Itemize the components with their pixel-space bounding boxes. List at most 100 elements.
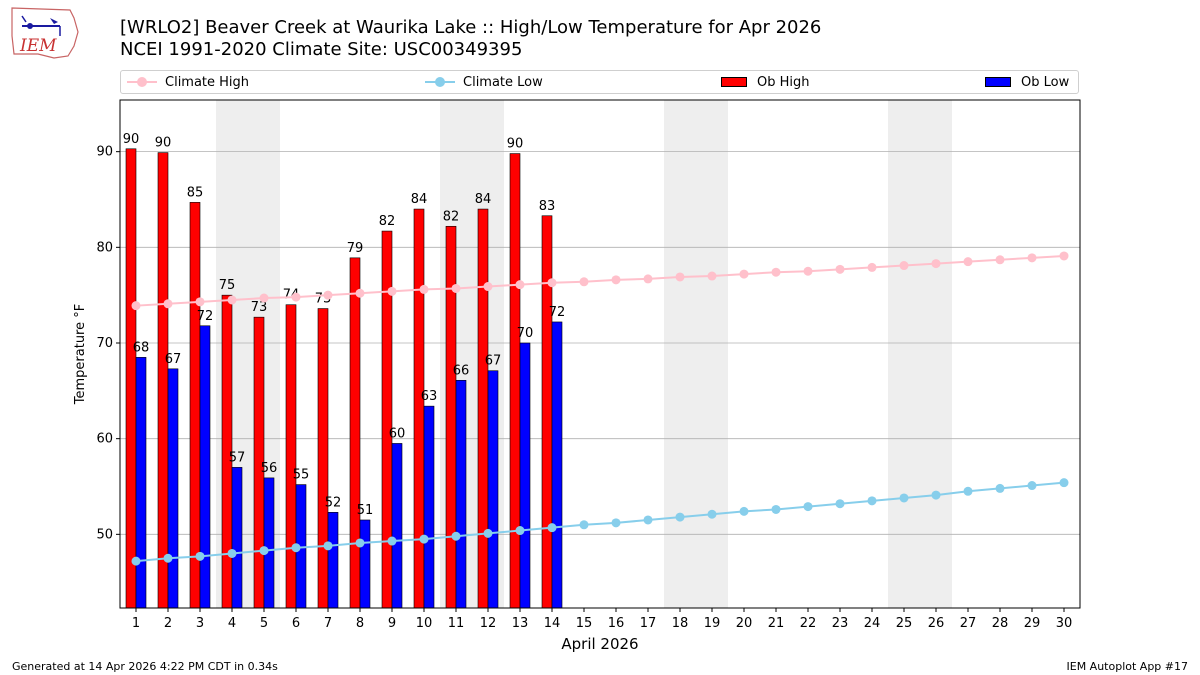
climate-high-point-day-8 xyxy=(355,288,365,298)
climate-high-point-day-14 xyxy=(547,278,557,288)
weekend-shade-19 xyxy=(696,100,728,608)
climate-low-point-day-1 xyxy=(131,556,141,566)
climate-high-point-day-29 xyxy=(1027,253,1037,263)
climate-low-point-day-8 xyxy=(355,538,365,548)
ob-low-label-day-12: 67 xyxy=(485,354,502,369)
climate-high-point-day-19 xyxy=(707,271,717,281)
ob-high-label-day-5: 73 xyxy=(251,300,268,315)
climate-high-point-day-21 xyxy=(771,267,781,277)
ob-high-label-day-13: 90 xyxy=(507,137,524,152)
climate-low-point-day-16 xyxy=(611,518,621,528)
ob-low-bar-day-1 xyxy=(135,357,147,609)
logo-text: IEM xyxy=(19,36,57,56)
climate-high-point-day-2 xyxy=(163,299,173,309)
climate-low-point-day-3 xyxy=(195,551,205,561)
ob-high-bar-day-10 xyxy=(413,208,425,609)
legend-item-climate-high: Climate High xyxy=(127,71,249,93)
x-tick-label-5: 5 xyxy=(260,616,268,631)
climate-low-point-day-29 xyxy=(1027,481,1037,491)
ob-high-label-day-11: 82 xyxy=(443,209,460,224)
climate-high-point-day-5 xyxy=(259,293,269,303)
x-tick-label-18: 18 xyxy=(672,616,689,631)
legend-marker-climate-high xyxy=(127,71,157,93)
x-tick-label-1: 1 xyxy=(132,616,140,631)
ob-low-bar-day-10 xyxy=(423,405,435,609)
climate-high-point-day-24 xyxy=(867,262,877,272)
climate-high-point-day-7 xyxy=(323,290,333,300)
climate-low-point-day-15 xyxy=(579,520,589,530)
climate-high-point-day-16 xyxy=(611,275,621,285)
plot-frame xyxy=(119,99,1081,609)
climate-low-point-day-20 xyxy=(739,506,749,516)
climate-high-point-day-9 xyxy=(387,286,397,296)
ob-low-label-day-7: 52 xyxy=(325,495,342,510)
generated-timestamp: Generated at 14 Apr 2026 4:22 PM CDT in … xyxy=(12,660,278,673)
ob-high-bar-day-12 xyxy=(477,208,489,609)
ob-low-bar-day-14 xyxy=(551,321,563,609)
ob-low-label-day-14: 72 xyxy=(549,305,566,320)
ob-low-label-day-8: 51 xyxy=(357,503,374,518)
x-tick-label-7: 7 xyxy=(324,616,332,631)
climate-high-point-day-30 xyxy=(1059,251,1069,261)
ob-low-label-day-10: 63 xyxy=(421,389,438,404)
ob-high-label-day-2: 90 xyxy=(155,136,172,151)
legend-label-climate-low: Climate Low xyxy=(463,74,543,90)
ob-low-bar-day-2 xyxy=(167,368,179,609)
climate-high-point-day-23 xyxy=(835,264,845,274)
climate-low-point-day-23 xyxy=(835,499,845,509)
climate-high-point-day-20 xyxy=(739,269,749,279)
x-tick-label-29: 29 xyxy=(1024,616,1041,631)
climate-low-point-day-12 xyxy=(483,528,493,538)
climate-low-point-day-6 xyxy=(291,543,301,553)
climate-low-point-day-26 xyxy=(931,490,941,500)
climate-high-point-day-15 xyxy=(579,277,589,287)
x-tick-label-21: 21 xyxy=(768,616,785,631)
climate-high-point-day-28 xyxy=(995,255,1005,265)
climate-high-point-day-13 xyxy=(515,280,525,290)
ob-high-label-day-1: 90 xyxy=(123,132,140,147)
y-tick-label-90: 90 xyxy=(96,145,113,160)
legend-label-climate-high: Climate High xyxy=(165,74,250,90)
ob-low-bar-day-12 xyxy=(487,370,499,609)
ob-high-label-day-14: 83 xyxy=(539,199,556,214)
ob-low-bar-day-4 xyxy=(231,467,243,609)
weekend-shade-26 xyxy=(920,100,952,608)
x-tick-label-26: 26 xyxy=(928,616,945,631)
y-tick-label-70: 70 xyxy=(96,336,113,351)
climate-low-point-day-4 xyxy=(227,548,237,558)
climate-low-point-day-28 xyxy=(995,483,1005,493)
climate-high-point-day-17 xyxy=(643,274,653,284)
ob-low-label-day-13: 70 xyxy=(517,326,534,341)
ob-high-bar-day-2 xyxy=(157,152,169,609)
climate-high-point-day-11 xyxy=(451,283,461,293)
ob-low-label-day-5: 56 xyxy=(261,461,278,476)
ob-high-bar-day-7 xyxy=(317,308,329,609)
climate-low-point-day-24 xyxy=(867,496,877,506)
ob-high-label-day-10: 84 xyxy=(411,192,428,207)
ob-high-label-day-3: 85 xyxy=(187,185,204,200)
chart-title: [WRLO2] Beaver Creek at Waurika Lake :: … xyxy=(120,17,822,38)
y-tick-label-50: 50 xyxy=(96,527,113,542)
weekend-shade-18 xyxy=(664,100,696,608)
legend-item-ob-high: Ob High xyxy=(719,71,810,93)
ob-low-label-day-2: 67 xyxy=(165,352,182,367)
climate-low-point-day-9 xyxy=(387,536,397,546)
climate-low-point-day-25 xyxy=(899,493,909,503)
ob-low-bar-day-11 xyxy=(455,380,467,609)
x-tick-label-19: 19 xyxy=(704,616,721,631)
climate-high-point-day-4 xyxy=(227,295,237,305)
climate-low-point-day-10 xyxy=(419,534,429,544)
ob-low-bar-day-3 xyxy=(199,325,211,609)
ob-high-label-day-8: 79 xyxy=(347,241,364,256)
ob-high-bar-day-1 xyxy=(125,148,137,609)
y-axis-label: Temperature °F xyxy=(73,304,88,405)
climate-low-point-day-14 xyxy=(547,523,557,533)
climate-low-point-day-30 xyxy=(1059,478,1069,488)
climate-high-point-day-22 xyxy=(803,266,813,276)
climate-low-point-day-13 xyxy=(515,526,525,536)
climate-low-point-day-21 xyxy=(771,504,781,514)
legend-item-climate-low: Climate Low xyxy=(425,71,543,93)
climate-low-point-day-22 xyxy=(803,502,813,512)
x-tick-label-16: 16 xyxy=(608,616,625,631)
climate-low-line xyxy=(135,481,1065,563)
